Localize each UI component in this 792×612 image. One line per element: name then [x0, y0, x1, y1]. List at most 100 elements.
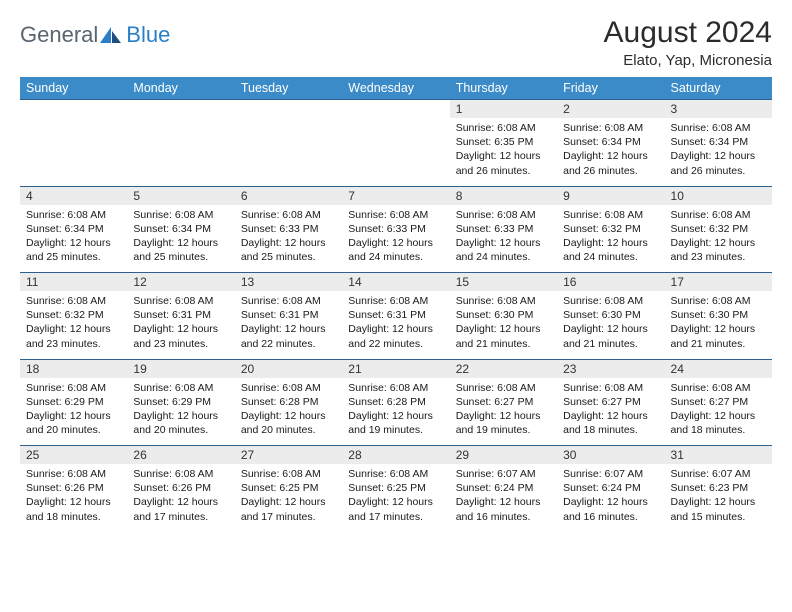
day-number-cell: 13 — [235, 273, 342, 292]
sunset-line: Sunset: 6:26 PM — [133, 481, 228, 495]
sunrise-line: Sunrise: 6:08 AM — [456, 294, 551, 308]
sunset-line: Sunset: 6:24 PM — [456, 481, 551, 495]
col-sunday: Sunday — [20, 77, 127, 100]
week-daynum-row: 11121314151617 — [20, 273, 772, 292]
daylight-line: Daylight: 12 hours and 21 minutes. — [563, 322, 658, 350]
daylight-line: Daylight: 12 hours and 17 minutes. — [348, 495, 443, 523]
week-detail-row: Sunrise: 6:08 AMSunset: 6:32 PMDaylight:… — [20, 291, 772, 359]
day-number-cell: 10 — [665, 186, 772, 205]
sunrise-line: Sunrise: 6:08 AM — [348, 381, 443, 395]
day-number-cell: 1 — [450, 100, 557, 119]
day-detail-cell: Sunrise: 6:07 AMSunset: 6:24 PMDaylight:… — [557, 464, 664, 532]
daylight-line: Daylight: 12 hours and 17 minutes. — [241, 495, 336, 523]
day-detail-cell: Sunrise: 6:08 AMSunset: 6:32 PMDaylight:… — [665, 205, 772, 273]
day-detail-cell: Sunrise: 6:08 AMSunset: 6:33 PMDaylight:… — [450, 205, 557, 273]
daylight-line: Daylight: 12 hours and 25 minutes. — [133, 236, 228, 264]
day-detail-cell: Sunrise: 6:08 AMSunset: 6:25 PMDaylight:… — [235, 464, 342, 532]
sunset-line: Sunset: 6:30 PM — [456, 308, 551, 322]
sunrise-line: Sunrise: 6:08 AM — [241, 381, 336, 395]
day-detail-cell: Sunrise: 6:08 AMSunset: 6:29 PMDaylight:… — [20, 378, 127, 446]
daylight-line: Daylight: 12 hours and 20 minutes. — [133, 409, 228, 437]
sunrise-line: Sunrise: 6:08 AM — [133, 208, 228, 222]
week-detail-row: Sunrise: 6:08 AMSunset: 6:34 PMDaylight:… — [20, 205, 772, 273]
day-detail-cell: Sunrise: 6:08 AMSunset: 6:31 PMDaylight:… — [342, 291, 449, 359]
day-number-cell: 18 — [20, 359, 127, 378]
sunset-line: Sunset: 6:26 PM — [26, 481, 121, 495]
sunset-line: Sunset: 6:34 PM — [133, 222, 228, 236]
day-detail-cell: Sunrise: 6:07 AMSunset: 6:23 PMDaylight:… — [665, 464, 772, 532]
sunrise-line: Sunrise: 6:08 AM — [563, 294, 658, 308]
day-number-cell: 29 — [450, 446, 557, 465]
sunset-line: Sunset: 6:28 PM — [348, 395, 443, 409]
day-number-cell: 21 — [342, 359, 449, 378]
day-detail-cell — [20, 118, 127, 186]
sunrise-line: Sunrise: 6:08 AM — [348, 294, 443, 308]
col-thursday: Thursday — [450, 77, 557, 100]
sunset-line: Sunset: 6:27 PM — [671, 395, 766, 409]
day-detail-cell: Sunrise: 6:08 AMSunset: 6:32 PMDaylight:… — [20, 291, 127, 359]
sunset-line: Sunset: 6:23 PM — [671, 481, 766, 495]
sunset-line: Sunset: 6:32 PM — [26, 308, 121, 322]
week-detail-row: Sunrise: 6:08 AMSunset: 6:35 PMDaylight:… — [20, 118, 772, 186]
header: General Blue August 2024 Elato, Yap, Mic… — [20, 16, 772, 69]
sunset-line: Sunset: 6:27 PM — [456, 395, 551, 409]
sunrise-line: Sunrise: 6:08 AM — [563, 381, 658, 395]
daylight-line: Daylight: 12 hours and 17 minutes. — [133, 495, 228, 523]
col-tuesday: Tuesday — [235, 77, 342, 100]
daylight-line: Daylight: 12 hours and 15 minutes. — [671, 495, 766, 523]
daylight-line: Daylight: 12 hours and 26 minutes. — [456, 149, 551, 177]
logo-sail-icon — [100, 26, 122, 44]
day-detail-cell: Sunrise: 6:08 AMSunset: 6:28 PMDaylight:… — [235, 378, 342, 446]
sunrise-line: Sunrise: 6:08 AM — [241, 467, 336, 481]
daylight-line: Daylight: 12 hours and 23 minutes. — [133, 322, 228, 350]
sunrise-line: Sunrise: 6:08 AM — [133, 294, 228, 308]
sunset-line: Sunset: 6:30 PM — [671, 308, 766, 322]
sunrise-line: Sunrise: 6:08 AM — [26, 467, 121, 481]
daylight-line: Daylight: 12 hours and 22 minutes. — [241, 322, 336, 350]
daylight-line: Daylight: 12 hours and 23 minutes. — [671, 236, 766, 264]
day-detail-cell: Sunrise: 6:08 AMSunset: 6:31 PMDaylight:… — [235, 291, 342, 359]
day-number-cell: 27 — [235, 446, 342, 465]
col-saturday: Saturday — [665, 77, 772, 100]
page-title: August 2024 — [604, 16, 772, 50]
day-detail-cell: Sunrise: 6:08 AMSunset: 6:35 PMDaylight:… — [450, 118, 557, 186]
sunset-line: Sunset: 6:30 PM — [563, 308, 658, 322]
sunset-line: Sunset: 6:33 PM — [241, 222, 336, 236]
day-detail-cell — [127, 118, 234, 186]
title-block: August 2024 Elato, Yap, Micronesia — [604, 16, 772, 69]
day-detail-cell: Sunrise: 6:08 AMSunset: 6:34 PMDaylight:… — [20, 205, 127, 273]
day-detail-cell — [235, 118, 342, 186]
day-detail-cell: Sunrise: 6:08 AMSunset: 6:32 PMDaylight:… — [557, 205, 664, 273]
daylight-line: Daylight: 12 hours and 24 minutes. — [348, 236, 443, 264]
sunset-line: Sunset: 6:24 PM — [563, 481, 658, 495]
day-number-cell: 30 — [557, 446, 664, 465]
daylight-line: Daylight: 12 hours and 23 minutes. — [26, 322, 121, 350]
sunrise-line: Sunrise: 6:08 AM — [241, 208, 336, 222]
week-daynum-row: 123 — [20, 100, 772, 119]
day-detail-cell: Sunrise: 6:08 AMSunset: 6:28 PMDaylight:… — [342, 378, 449, 446]
sunrise-line: Sunrise: 6:08 AM — [26, 208, 121, 222]
sunset-line: Sunset: 6:34 PM — [563, 135, 658, 149]
day-detail-cell: Sunrise: 6:08 AMSunset: 6:33 PMDaylight:… — [342, 205, 449, 273]
day-detail-cell: Sunrise: 6:08 AMSunset: 6:30 PMDaylight:… — [665, 291, 772, 359]
sunrise-line: Sunrise: 6:08 AM — [671, 208, 766, 222]
sunrise-line: Sunrise: 6:07 AM — [456, 467, 551, 481]
daylight-line: Daylight: 12 hours and 18 minutes. — [563, 409, 658, 437]
week-detail-row: Sunrise: 6:08 AMSunset: 6:29 PMDaylight:… — [20, 378, 772, 446]
sunrise-line: Sunrise: 6:08 AM — [456, 121, 551, 135]
week-detail-row: Sunrise: 6:08 AMSunset: 6:26 PMDaylight:… — [20, 464, 772, 532]
sunrise-line: Sunrise: 6:08 AM — [133, 381, 228, 395]
day-number-cell — [342, 100, 449, 119]
sunrise-line: Sunrise: 6:07 AM — [671, 467, 766, 481]
sunrise-line: Sunrise: 6:08 AM — [671, 381, 766, 395]
daylight-line: Daylight: 12 hours and 16 minutes. — [563, 495, 658, 523]
day-detail-cell: Sunrise: 6:07 AMSunset: 6:24 PMDaylight:… — [450, 464, 557, 532]
sunset-line: Sunset: 6:35 PM — [456, 135, 551, 149]
sunset-line: Sunset: 6:32 PM — [563, 222, 658, 236]
sunset-line: Sunset: 6:31 PM — [133, 308, 228, 322]
sunrise-line: Sunrise: 6:08 AM — [563, 121, 658, 135]
day-number-cell: 11 — [20, 273, 127, 292]
sunset-line: Sunset: 6:27 PM — [563, 395, 658, 409]
day-number-cell: 20 — [235, 359, 342, 378]
week-daynum-row: 45678910 — [20, 186, 772, 205]
